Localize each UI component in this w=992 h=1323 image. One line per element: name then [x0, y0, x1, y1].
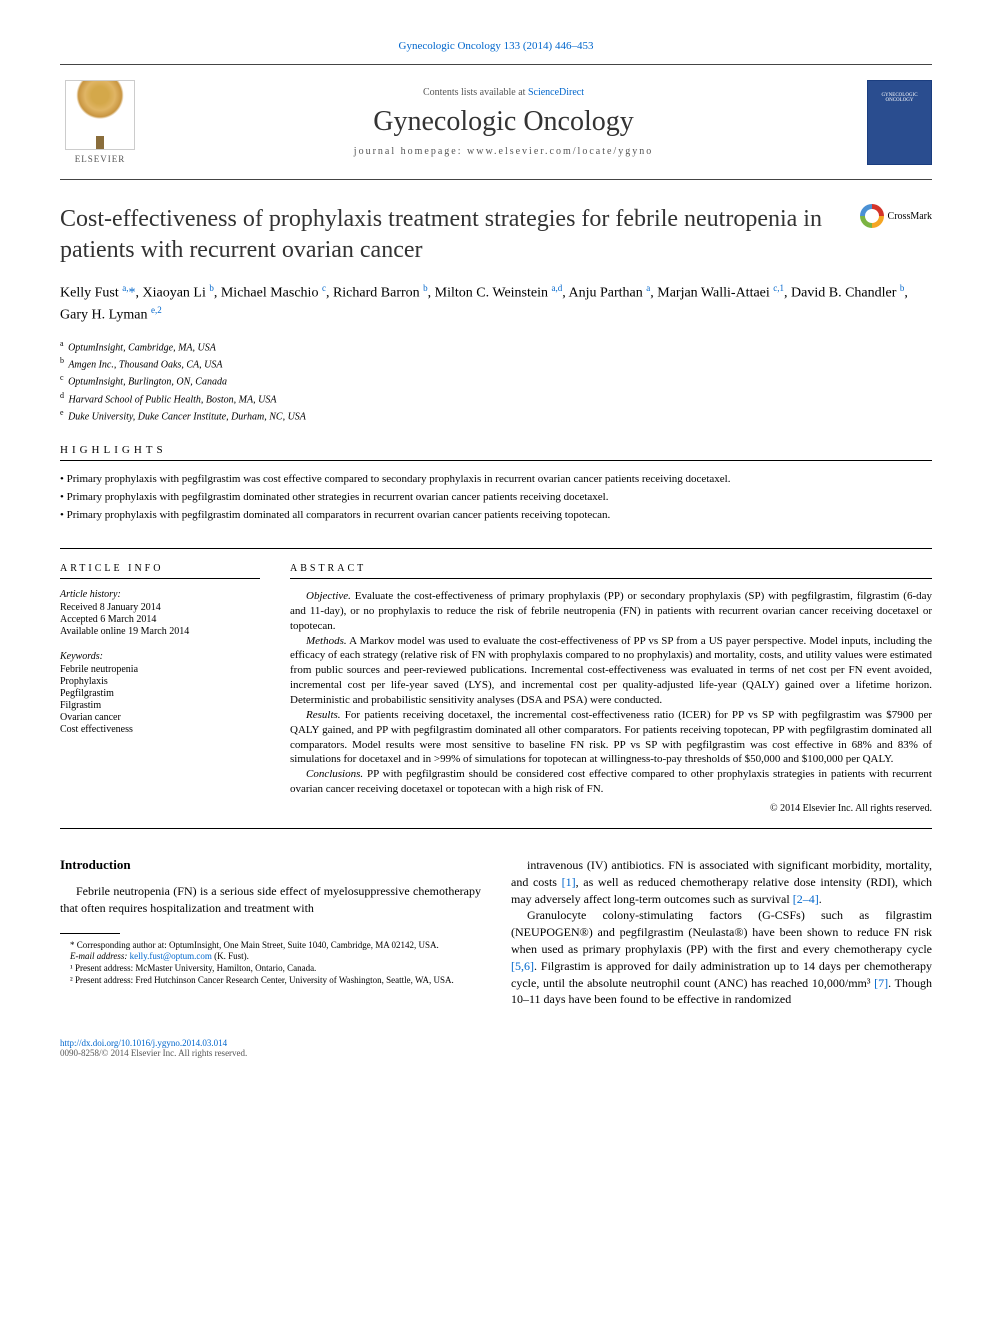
body-two-col: Introduction Febrile neutropenia (FN) is… — [60, 857, 932, 1008]
sciencedirect-link[interactable]: ScienceDirect — [528, 87, 584, 98]
keyword-item: Ovarian cancer — [60, 712, 260, 723]
article-history-label: Article history: — [60, 589, 260, 600]
intro-para-right-1: intravenous (IV) antibiotics. FN is asso… — [511, 857, 932, 907]
footnote-item: ¹ Present address: McMaster University, … — [60, 963, 481, 975]
history-item: Accepted 6 March 2014 — [60, 614, 260, 625]
abstract-section: Results. For patients receiving docetaxe… — [290, 708, 932, 767]
footnote-item: ² Present address: Fred Hutchinson Cance… — [60, 975, 481, 987]
keywords-list: Febrile neutropeniaProphylaxisPegfilgras… — [60, 664, 260, 735]
crossmark-badge[interactable]: CrossMark — [860, 204, 932, 228]
elsevier-logo[interactable]: ELSEVIER — [60, 77, 140, 167]
footnote-item: E-mail address: kelly.fust@optum.com (K.… — [60, 951, 481, 963]
highlights-header: HIGHLIGHTS — [60, 444, 932, 461]
body-right-col: intravenous (IV) antibiotics. FN is asso… — [511, 857, 932, 1008]
footnotes-list: * Corresponding author at: OptumInsight,… — [60, 940, 481, 987]
highlight-item: Primary prophylaxis with pegfilgrastim d… — [60, 489, 932, 507]
abstract-col: ABSTRACT Objective. Evaluate the cost-ef… — [290, 563, 932, 814]
ref-link[interactable]: [1] — [562, 875, 576, 889]
page-root: Gynecologic Oncology 133 (2014) 446–453 … — [0, 0, 992, 1098]
footnote-separator — [60, 933, 120, 934]
email-link[interactable]: kelly.fust@optum.com — [130, 951, 212, 961]
affiliation-item: a OptumInsight, Cambridge, MA, USA — [60, 338, 932, 355]
ref-link[interactable]: [5,6] — [511, 959, 534, 973]
keyword-item: Pegfilgrastim — [60, 688, 260, 699]
article-history-list: Received 8 January 2014Accepted 6 March … — [60, 602, 260, 637]
keyword-item: Febrile neutropenia — [60, 664, 260, 675]
info-abstract-row: ARTICLE INFO Article history: Received 8… — [60, 548, 932, 829]
abstract-section: Methods. A Markov model was used to eval… — [290, 634, 932, 708]
affiliation-item: b Amgen Inc., Thousand Oaks, CA, USA — [60, 355, 932, 372]
journal-homepage: journal homepage: www.elsevier.com/locat… — [160, 146, 847, 157]
footnote-item: * Corresponding author at: OptumInsight,… — [60, 940, 481, 952]
journal-cover-thumb[interactable]: GYNECOLOGIC ONCOLOGY — [867, 80, 932, 165]
affiliations-list: a OptumInsight, Cambridge, MA, USAb Amge… — [60, 338, 932, 425]
history-item: Available online 19 March 2014 — [60, 626, 260, 637]
affiliation-item: c OptumInsight, Burlington, ON, Canada — [60, 372, 932, 389]
abstract-section: Conclusions. PP with pegfilgrastim shoul… — [290, 767, 932, 797]
highlights-list: Primary prophylaxis with pegfilgrastim w… — [60, 471, 932, 524]
highlight-item: Primary prophylaxis with pegfilgrastim w… — [60, 471, 932, 489]
keywords-label: Keywords: — [60, 651, 260, 662]
abstract-copyright: © 2014 Elsevier Inc. All rights reserved… — [290, 803, 932, 814]
body-left-col: Introduction Febrile neutropenia (FN) is… — [60, 857, 481, 1008]
page-footer: http://dx.doi.org/10.1016/j.ygyno.2014.0… — [60, 1038, 932, 1058]
article-info-header: ARTICLE INFO — [60, 563, 260, 579]
affiliation-item: d Harvard School of Public Health, Bosto… — [60, 390, 932, 407]
abstract-section: Objective. Evaluate the cost-effectivene… — [290, 589, 932, 634]
cover-title: GYNECOLOGIC ONCOLOGY — [872, 93, 927, 103]
elsevier-tree-icon — [65, 80, 135, 150]
abstract-header: ABSTRACT — [290, 563, 932, 579]
contents-lists-line: Contents lists available at ScienceDirec… — [160, 87, 847, 98]
intro-para-right-2: Granulocyte colony-stimulating factors (… — [511, 907, 932, 1008]
highlight-item: Primary prophylaxis with pegfilgrastim d… — [60, 507, 932, 525]
crossmark-icon — [860, 204, 884, 228]
history-item: Received 8 January 2014 — [60, 602, 260, 613]
ref-link[interactable]: [2–4] — [793, 892, 819, 906]
highlights-section: HIGHLIGHTS Primary prophylaxis with pegf… — [60, 444, 932, 524]
intro-para-left: Febrile neutropenia (FN) is a serious si… — [60, 883, 481, 917]
article-title: Cost-effectiveness of prophylaxis treatm… — [60, 204, 860, 266]
ref-link[interactable]: [7] — [874, 976, 888, 990]
crossmark-label: CrossMark — [888, 211, 932, 222]
affiliation-item: e Duke University, Duke Cancer Institute… — [60, 407, 932, 424]
keyword-item: Filgrastim — [60, 700, 260, 711]
journal-name: Gynecologic Oncology — [160, 106, 847, 138]
journal-header: ELSEVIER Contents lists available at Sci… — [60, 64, 932, 180]
title-row: Cost-effectiveness of prophylaxis treatm… — [60, 204, 932, 282]
article-info-col: ARTICLE INFO Article history: Received 8… — [60, 563, 260, 814]
abstract-sections: Objective. Evaluate the cost-effectivene… — [290, 589, 932, 797]
header-center: Contents lists available at ScienceDirec… — [160, 87, 847, 157]
keyword-item: Cost effectiveness — [60, 724, 260, 735]
keyword-item: Prophylaxis — [60, 676, 260, 687]
intro-header: Introduction — [60, 857, 481, 873]
top-citation-link[interactable]: Gynecologic Oncology 133 (2014) 446–453 — [60, 40, 932, 52]
issn-copyright: 0090-8258/© 2014 Elsevier Inc. All right… — [60, 1048, 247, 1058]
authors-list: Kelly Fust a,*, Xiaoyan Li b, Michael Ma… — [60, 282, 932, 325]
doi-link[interactable]: http://dx.doi.org/10.1016/j.ygyno.2014.0… — [60, 1038, 227, 1048]
elsevier-label: ELSEVIER — [75, 154, 126, 164]
